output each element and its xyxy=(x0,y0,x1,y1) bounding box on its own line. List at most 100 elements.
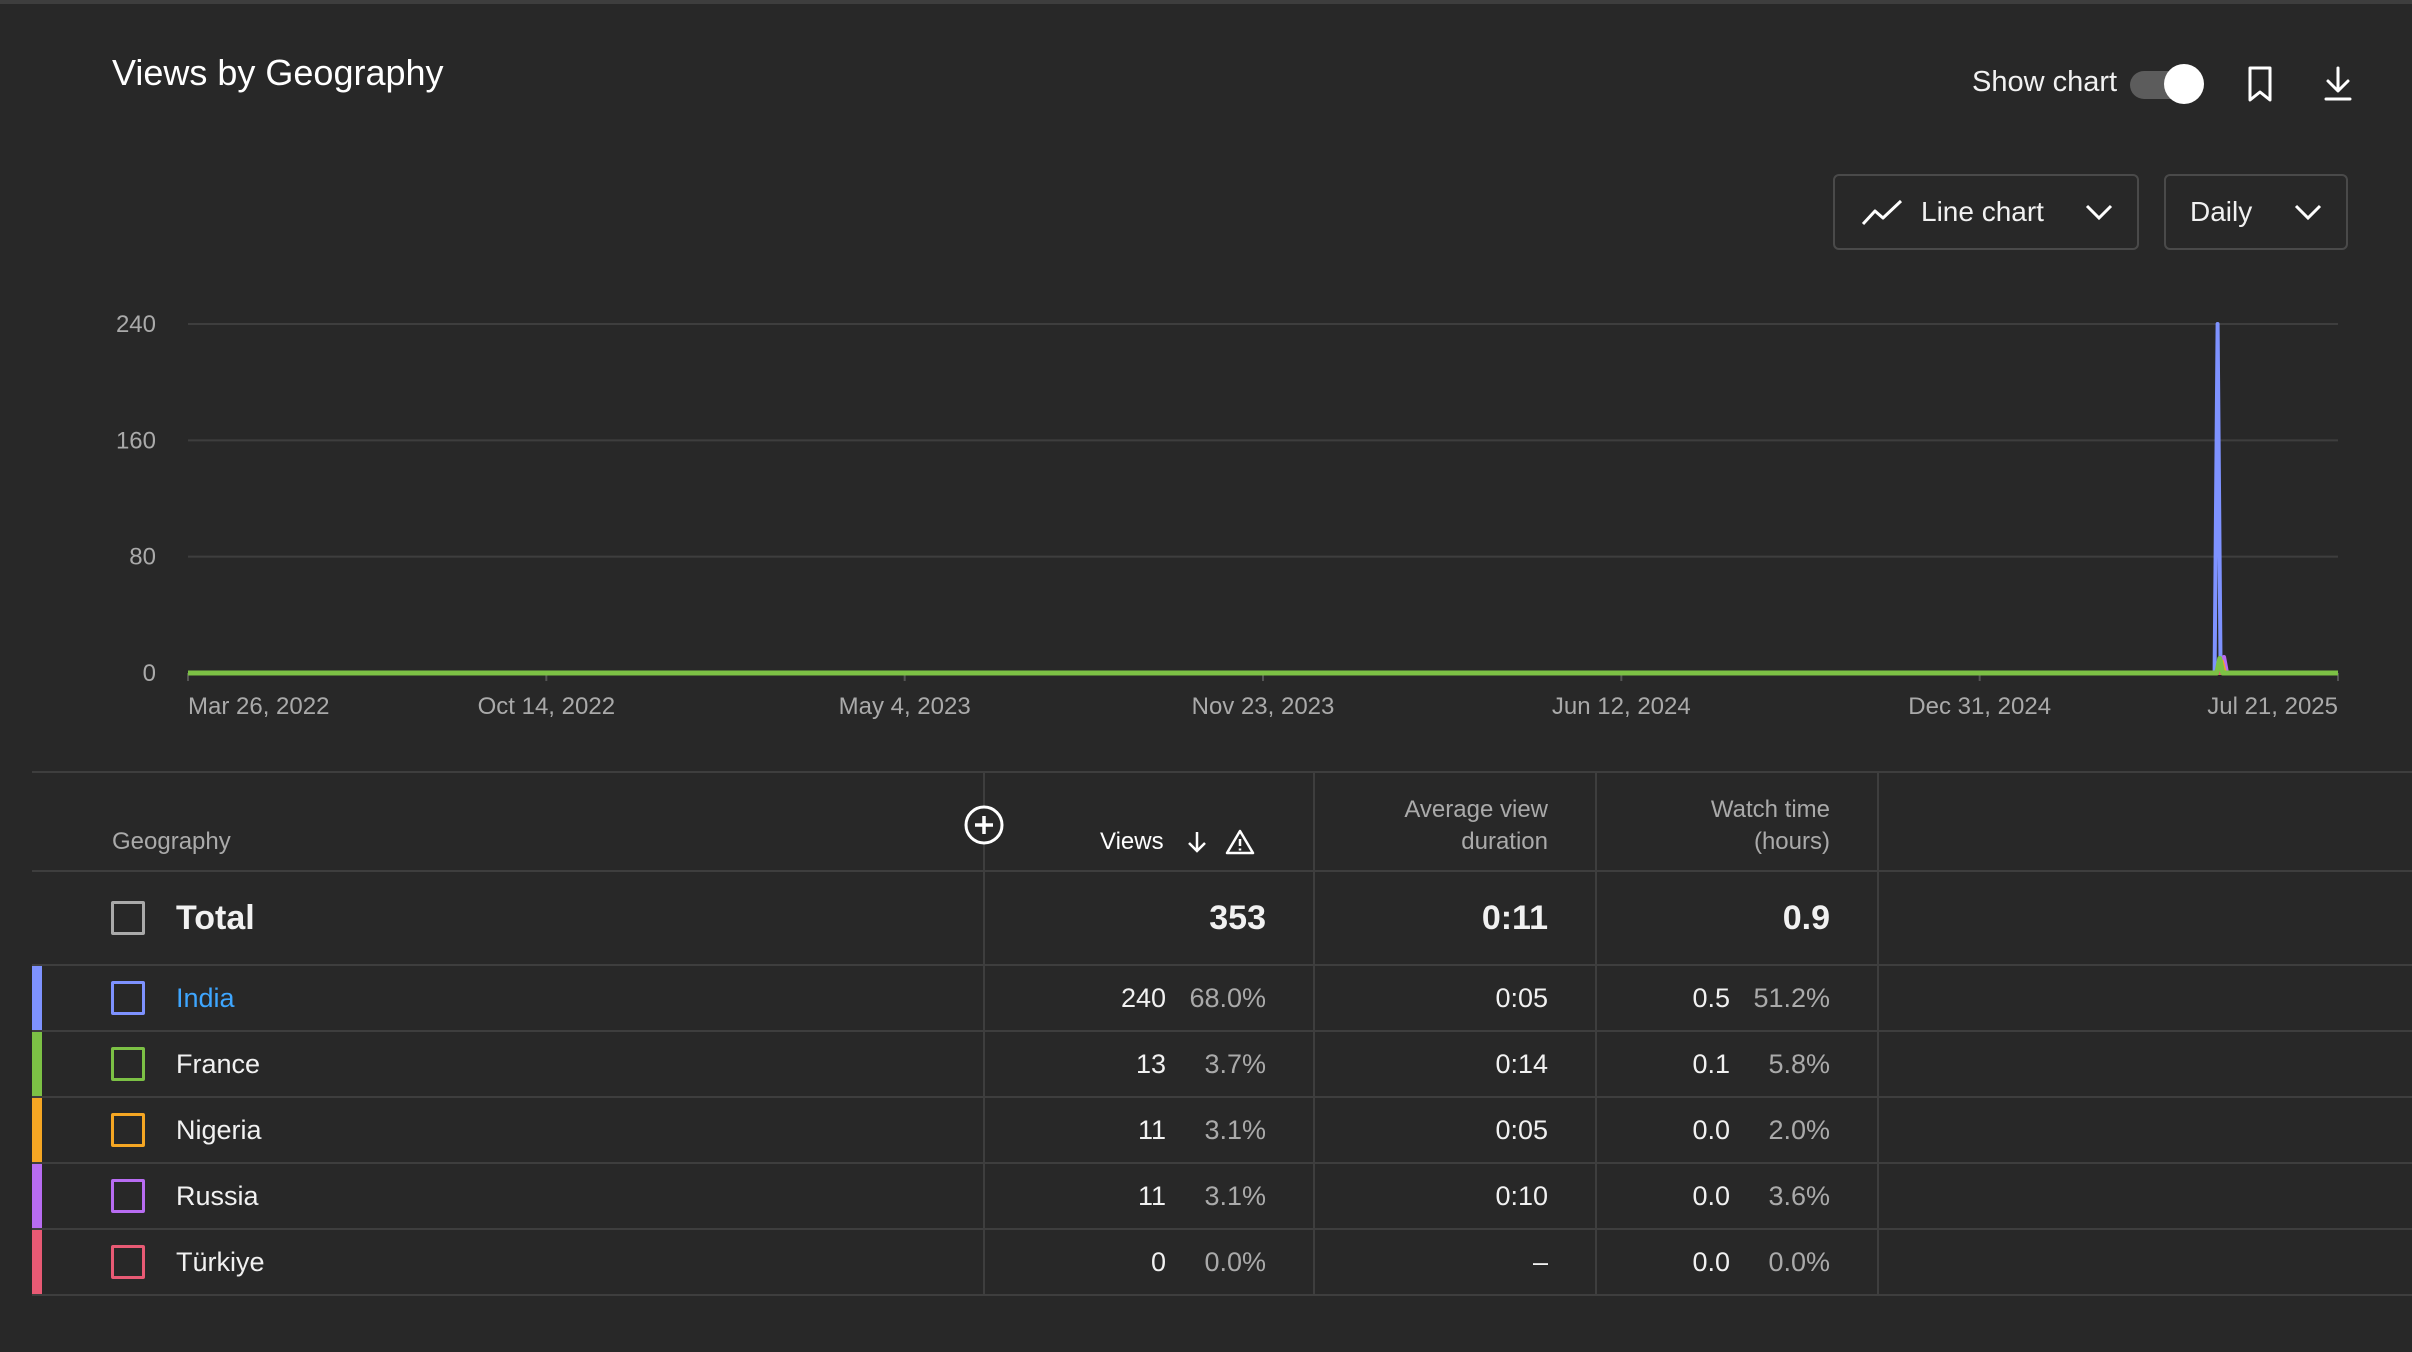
row-watch-time-percent: 51.2% xyxy=(1753,983,1830,1013)
page-title: Views by Geography xyxy=(112,52,444,93)
watch-time-header[interactable]: Watch time (hours) xyxy=(1612,794,1830,858)
row-watch-time: 0.0 xyxy=(1692,1181,1730,1211)
row-avg-view-duration: 0:05 xyxy=(1495,1115,1548,1145)
y-tick-label: 240 xyxy=(116,311,156,338)
row-watch-time-percent: 3.6% xyxy=(1768,1181,1830,1211)
total-divider xyxy=(32,964,2412,966)
chevron-down-icon xyxy=(2085,203,2113,221)
total-views: 353 xyxy=(1209,899,1266,937)
wt-header-line1: Watch time xyxy=(1710,796,1830,823)
row-views: 11 xyxy=(1137,1115,1166,1145)
chevron-down-icon xyxy=(2294,203,2322,221)
x-tick-label: Jun 12, 2024 xyxy=(1552,693,1691,720)
column-divider xyxy=(983,772,985,1294)
row-divider xyxy=(32,1096,2412,1098)
row-watch-time-percent: 0.0% xyxy=(1768,1247,1830,1277)
geography-name: France xyxy=(176,1049,261,1079)
chart-type-label: Line chart xyxy=(1921,196,2044,227)
toggle-knob xyxy=(2164,64,2204,104)
row-watch-time: 0.0 xyxy=(1692,1115,1730,1145)
row-checkbox[interactable] xyxy=(111,981,145,1015)
row-color-strip xyxy=(32,966,42,1030)
add-metric-button[interactable] xyxy=(963,804,1005,846)
row-watch-time: 0.1 xyxy=(1692,1049,1730,1079)
bookmark-icon xyxy=(2248,66,2272,102)
series-line-india xyxy=(188,322,2338,675)
y-tick-label: 160 xyxy=(116,427,156,454)
download-icon xyxy=(2324,66,2352,101)
row-views: 11 xyxy=(1137,1181,1166,1211)
show-chart-toggle[interactable] xyxy=(2130,64,2204,104)
warning-icon xyxy=(1225,829,1254,855)
top-divider xyxy=(0,0,2412,4)
total-label: Total xyxy=(176,899,255,937)
x-tick-label: Nov 23, 2023 xyxy=(1192,693,1335,720)
views-header[interactable]: Views xyxy=(1100,826,1256,858)
geography-name: Russia xyxy=(176,1181,259,1211)
y-tick-label: 0 xyxy=(143,660,156,687)
chart-type-dropdown[interactable]: Line chart xyxy=(1833,174,2139,250)
plus-circle-icon xyxy=(964,805,1004,845)
row-avg-view-duration: 0:14 xyxy=(1495,1049,1548,1079)
total-watch-time: 0.9 xyxy=(1782,899,1830,937)
row-avg-view-duration: 0:10 xyxy=(1495,1181,1548,1211)
geography-name: Nigeria xyxy=(176,1115,262,1145)
row-checkbox[interactable] xyxy=(111,1113,145,1147)
views-line-chart: 0 80 160 240 Mar 26, 2022 Oct 14, 2022 May 4, … xyxy=(116,311,2339,720)
arrow-down-icon xyxy=(1187,832,1206,853)
row-divider xyxy=(32,1228,2412,1230)
row-watch-time-percent: 5.8% xyxy=(1768,1049,1830,1079)
row-checkbox[interactable] xyxy=(111,1179,145,1213)
header-divider xyxy=(32,870,2412,872)
x-tick-label: Jul 21, 2025 xyxy=(2207,693,2338,720)
row-color-strip xyxy=(32,1098,42,1162)
y-tick-label: 80 xyxy=(129,544,156,571)
row-divider xyxy=(32,1162,2412,1164)
row-color-strip xyxy=(32,1032,42,1096)
x-tick-label: May 4, 2023 xyxy=(839,693,971,720)
interval-label: Daily xyxy=(2190,196,2253,227)
total-avg-view-duration: 0:11 xyxy=(1481,899,1548,937)
row-divider xyxy=(32,1294,2412,1296)
column-divider xyxy=(1877,772,1879,1294)
interval-dropdown[interactable]: Daily xyxy=(2164,174,2348,250)
row-views-percent: 3.7% xyxy=(1204,1049,1266,1079)
row-views: 240 xyxy=(1120,983,1166,1013)
row-views-percent: 68.0% xyxy=(1189,983,1266,1013)
geography-header: Geography xyxy=(112,828,231,855)
row-checkbox[interactable] xyxy=(111,1047,145,1081)
views-header-label: Views xyxy=(1100,828,1164,855)
table-top-border xyxy=(32,771,2412,773)
show-chart-label: Show chart xyxy=(1972,66,2118,98)
wt-header-line2: (hours) xyxy=(1753,828,1830,855)
column-divider xyxy=(1595,772,1597,1294)
avd-header-line1: Average view xyxy=(1404,796,1548,823)
x-tick-label: Mar 26, 2022 xyxy=(188,693,329,720)
geography-name[interactable]: India xyxy=(176,983,235,1013)
row-watch-time-percent: 2.0% xyxy=(1768,1115,1830,1145)
row-divider xyxy=(32,1030,2412,1032)
row-avg-view-duration: – xyxy=(1532,1247,1548,1277)
row-watch-time: 0.0 xyxy=(1692,1247,1730,1277)
row-views: 0 xyxy=(1150,1247,1166,1277)
geography-name: Türkiye xyxy=(176,1247,265,1277)
column-divider xyxy=(1313,772,1315,1294)
series-line-france xyxy=(188,655,2338,676)
bookmark-button[interactable] xyxy=(2238,62,2282,106)
total-checkbox[interactable] xyxy=(111,901,145,935)
avg-view-duration-header[interactable]: Average view duration xyxy=(1330,794,1548,858)
download-button[interactable] xyxy=(2316,62,2360,106)
row-avg-view-duration: 0:05 xyxy=(1495,983,1548,1013)
row-views: 13 xyxy=(1135,1049,1166,1079)
row-views-percent: 0.0% xyxy=(1204,1247,1266,1277)
row-color-strip xyxy=(32,1164,42,1228)
x-tick-label: Dec 31, 2024 xyxy=(1908,693,2051,720)
avd-header-line2: duration xyxy=(1461,828,1548,855)
row-checkbox[interactable] xyxy=(111,1245,145,1279)
row-views-percent: 3.1% xyxy=(1204,1115,1266,1145)
row-color-strip xyxy=(32,1230,42,1294)
x-tick-label: Oct 14, 2022 xyxy=(478,693,615,720)
line-chart-icon xyxy=(1861,198,1903,226)
row-views-percent: 3.1% xyxy=(1204,1181,1266,1211)
row-watch-time: 0.5 xyxy=(1692,983,1730,1013)
